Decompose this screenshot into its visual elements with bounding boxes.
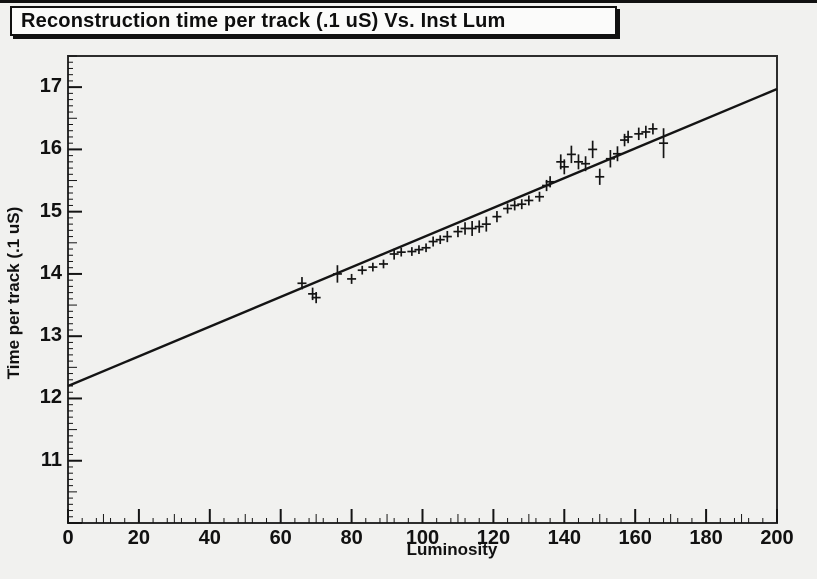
x-tick-label: 140 — [547, 527, 581, 549]
x-tick-label: 60 — [269, 527, 292, 549]
y-tick-label: 14 — [39, 261, 62, 284]
plot-area — [67, 55, 778, 524]
y-tick-label: 13 — [39, 324, 62, 347]
fit-line — [67, 87, 778, 388]
x-tick-label: 200 — [760, 527, 794, 549]
x-axis-title: Luminosity — [406, 540, 498, 559]
y-tick-label: 17 — [39, 75, 62, 98]
x-tick-label: 0 — [62, 527, 74, 549]
x-tick-label: 100 — [405, 527, 440, 549]
y-tick-label: 12 — [39, 386, 62, 409]
y-tick-label: 16 — [39, 137, 62, 160]
y-tick-label: 15 — [39, 199, 62, 222]
y-axis-title: Time per track (.1 uS) — [4, 206, 23, 380]
x-tick-label: 20 — [127, 527, 151, 549]
chart-title-box: Reconstruction time per track (.1 uS) Vs… — [10, 6, 617, 36]
x-tick-label: 180 — [689, 527, 723, 549]
x-tick-label: 160 — [618, 527, 652, 549]
plot-frame — [67, 55, 778, 524]
x-tick-label: 120 — [476, 527, 511, 549]
x-tick-label: 40 — [198, 527, 221, 549]
y-tick-label: 11 — [40, 448, 62, 471]
chart-title: Reconstruction time per track (.1 uS) Vs… — [21, 9, 506, 32]
x-tick-label: 80 — [340, 527, 363, 549]
